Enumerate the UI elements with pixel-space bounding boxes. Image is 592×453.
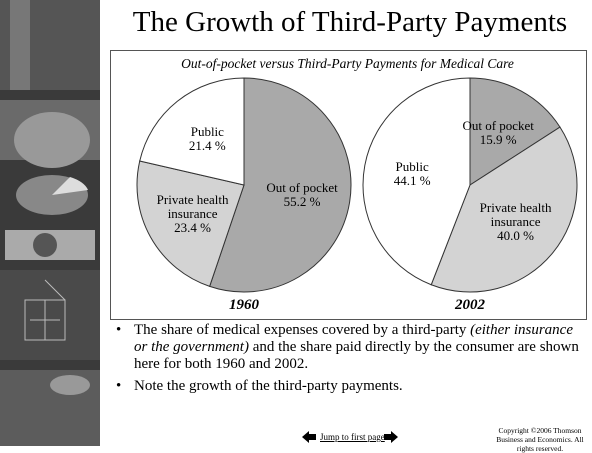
pie-slice	[362, 77, 471, 286]
slice-name: Public	[395, 159, 429, 175]
next-arrow[interactable]	[384, 431, 398, 443]
pie-title: 1960	[229, 297, 259, 313]
collage	[0, 0, 100, 446]
slice-value: 55.2 %	[283, 193, 321, 209]
bullet-text: The share of medical expenses covered by…	[134, 322, 467, 338]
slice-label: Private health insurance 23.4 %	[151, 191, 235, 235]
bullet-text: Note the growth of the third-party payme…	[134, 378, 403, 394]
chart-subtitle: Out-of-pocket versus Third-Party Payment…	[181, 56, 514, 71]
slice-label: Public 21.4 %	[165, 123, 249, 153]
pie-slice	[430, 126, 578, 293]
jump-link[interactable]: Jump to first page	[320, 432, 385, 442]
bullet: The share of medical expenses covered by…	[112, 322, 582, 373]
bullet-text: (either insurance or the government)	[134, 322, 573, 355]
slice-name: Public	[190, 123, 224, 139]
slice-name: Private health insurance	[156, 191, 229, 221]
slice-value: 21.4 %	[188, 137, 226, 153]
slice-value: 44.1 %	[393, 173, 431, 189]
copyright: Copyright ©2006 Thomson Business and Eco…	[496, 426, 584, 453]
slice-label: Out of pocket 15.9 %	[456, 119, 540, 147]
slice-name: Private health insurance	[479, 200, 552, 230]
slice-value: 23.4 %	[174, 219, 212, 235]
pie-title: 2002	[455, 297, 485, 313]
slice-label: Private health insurance 40.0 %	[474, 201, 558, 243]
pie-slice	[469, 77, 561, 186]
sidebar-collage	[0, 0, 100, 446]
slice-value: 40.0 %	[497, 228, 534, 244]
slice-name: Out of pocket	[266, 179, 338, 195]
slice-label: Out of pocket 55.2 %	[260, 179, 344, 209]
slice-label: Public 44.1 %	[370, 160, 454, 188]
bullet: Note the growth of the third-party payme…	[112, 378, 582, 395]
bullet-list: The share of medical expenses covered by…	[112, 322, 582, 400]
pie-slice	[209, 77, 352, 293]
prev-arrow[interactable]	[302, 431, 316, 443]
nav-arrows	[302, 431, 398, 443]
pie-slice	[136, 160, 245, 287]
slice-value: 15.9 %	[479, 132, 517, 148]
slide-title: The Growth of Third-Party Payments	[132, 6, 568, 38]
bullet-text: and the share paid directly by the consu…	[134, 339, 579, 372]
slice-name: Out of pocket	[462, 118, 534, 134]
pie-slice	[139, 77, 245, 186]
